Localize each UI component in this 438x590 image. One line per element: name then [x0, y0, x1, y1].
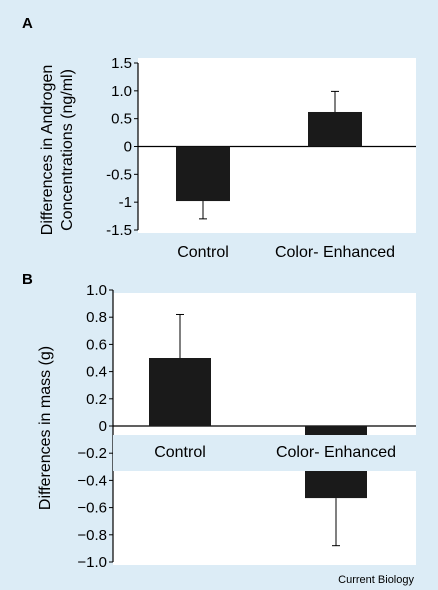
y-tick-label: −1.0: [77, 554, 107, 571]
bar-color-enhanced: [308, 111, 362, 147]
y-tick-label: −0.4: [77, 472, 107, 489]
y-tick-label: −0.6: [77, 500, 107, 517]
y-tick-label: -1: [119, 194, 132, 211]
bar-control: [176, 146, 230, 202]
credit-text: Current Biology: [338, 574, 414, 586]
y-tick-label: 0.6: [86, 336, 107, 353]
y-tick-label: 0.8: [86, 309, 107, 326]
y-tick-label: -1.5: [106, 222, 132, 239]
plot-area-a: [138, 58, 416, 233]
category-label-band: [113, 435, 416, 471]
panel-letter-a: A: [22, 15, 33, 32]
y-axis-title-a-line1: Differences in Androgen: [39, 65, 56, 235]
panel-letter-b: B: [22, 271, 33, 288]
y-tick-label: 0: [124, 139, 132, 156]
y-tick-label: 0.4: [86, 364, 107, 381]
y-tick-label: 1.0: [111, 83, 132, 100]
category-labels-b: Control Color- Enhanced: [113, 435, 416, 471]
category-label: Color- Enhanced: [276, 444, 396, 461]
category-label: Color- Enhanced: [275, 244, 395, 261]
y-tick-label: 0: [99, 418, 107, 435]
y-tick-label: −0.2: [77, 445, 107, 462]
y-tick-label: -0.5: [106, 166, 132, 183]
panel-a: A 1.5 1.0 0.5 0 -0.5 -1 -1.5 Control Color- Enh…: [22, 15, 416, 261]
bar-control: [149, 358, 211, 426]
y-tick-label: 0.2: [86, 391, 107, 408]
bars-a: [176, 90, 362, 220]
category-label: Control: [154, 444, 206, 461]
category-labels-a: Control Color- Enhanced: [177, 244, 395, 261]
y-tick-label: 1.5: [111, 55, 132, 72]
y-tick-label: −0.8: [77, 527, 107, 544]
plot-area-b: [113, 293, 416, 565]
y-tick-label: 1.0: [86, 282, 107, 299]
y-axis-title-a-line2: Concentrations (ng/ml): [59, 69, 76, 231]
panel-b: B 1.0 0.8 0.6 0.4 0.2 0 −0.2 −0.4 −0.6 −0.8 −1.0 C…: [22, 271, 416, 571]
category-label: Control: [177, 244, 229, 261]
y-tick-label: 0.5: [111, 111, 132, 128]
y-axis-title-b: Differences in mass (g): [37, 346, 54, 510]
